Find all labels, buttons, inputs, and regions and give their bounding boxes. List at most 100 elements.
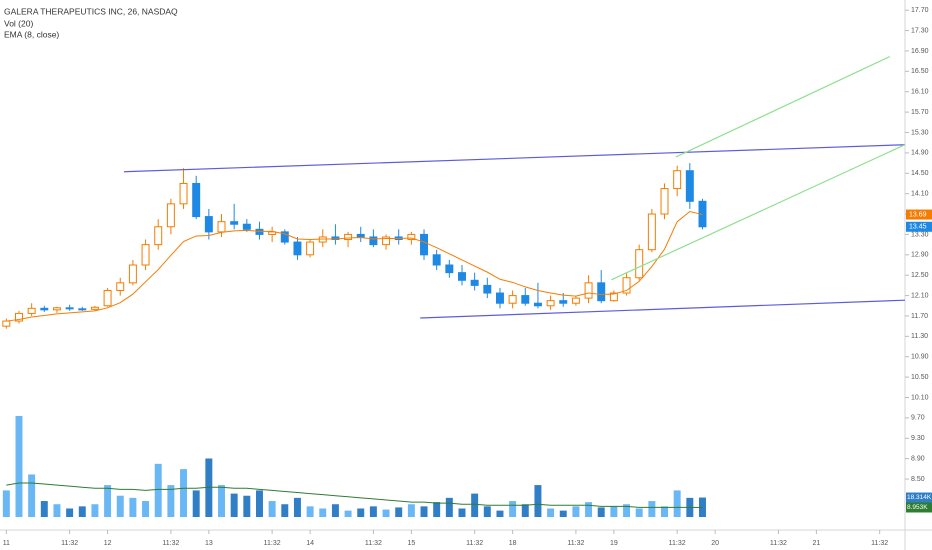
candle-body <box>15 312 23 322</box>
volume-bar <box>205 458 213 517</box>
plot-area <box>2 56 905 517</box>
candle-body <box>90 306 99 310</box>
volume-bar <box>40 501 48 517</box>
volume-bar <box>243 495 251 517</box>
volume-bar <box>268 501 276 517</box>
ema-line <box>6 210 703 322</box>
x-tick-label: 11:32 <box>365 540 382 547</box>
x-tick-label: 11 <box>3 540 10 547</box>
candle-body <box>40 307 49 311</box>
price-tag-label: 13.69 <box>909 211 927 218</box>
candle-body <box>27 307 36 314</box>
price-tag-label: 13.45 <box>909 224 927 231</box>
x-tick-label: 11:32 <box>567 540 584 547</box>
candle-body <box>306 241 315 256</box>
volume-tag-label: 18.314K <box>907 494 932 501</box>
candle-body <box>179 182 188 205</box>
volume-bar <box>433 502 441 517</box>
candle-body <box>622 277 631 294</box>
candle-body <box>344 233 353 241</box>
candle-body <box>141 244 150 266</box>
volume-bar <box>483 506 491 517</box>
candle-body <box>584 282 593 299</box>
volume-bar <box>230 493 238 517</box>
volume-bar <box>369 506 377 517</box>
volume-bar <box>357 508 365 517</box>
candle-body <box>445 264 454 274</box>
candle-body <box>432 254 441 266</box>
y-tick-label: 17.30 <box>911 27 929 34</box>
volume-bar <box>572 506 580 517</box>
legend-volume: Vol (20) <box>4 18 33 28</box>
candle-body <box>192 182 201 218</box>
volume-bar <box>53 504 61 517</box>
candle-body <box>521 295 530 304</box>
volume-bar <box>699 497 706 517</box>
volume-bar <box>458 508 466 517</box>
x-tick-label: 20 <box>711 540 719 547</box>
volume-bar <box>116 495 124 517</box>
volume-bar <box>471 493 479 517</box>
candle-body <box>609 292 618 302</box>
volume-bar <box>585 502 593 517</box>
trend-line <box>124 144 905 173</box>
candle-body <box>571 297 580 304</box>
x-tick-label: 11:32 <box>669 540 686 547</box>
candle-body <box>52 307 61 311</box>
volume-bar <box>395 507 403 517</box>
volume-bar <box>559 510 567 517</box>
candle-body <box>280 231 289 243</box>
y-tick-label: 11.30 <box>911 333 928 340</box>
candle-body <box>78 308 87 311</box>
candle-body <box>559 300 568 304</box>
candle-body <box>166 203 175 228</box>
x-tick-label: 18 <box>509 540 517 547</box>
candle-body <box>230 221 239 225</box>
volume-bar <box>496 510 504 517</box>
volume-bar <box>344 510 352 517</box>
candle-body <box>154 226 163 246</box>
candle-body <box>495 292 504 304</box>
candle-body <box>369 236 378 246</box>
legend-ema: EMA (8, close) <box>4 29 59 39</box>
volume-bar <box>129 497 137 517</box>
trend-line <box>675 56 891 158</box>
candle-body <box>533 302 542 307</box>
volume-bar <box>293 497 301 517</box>
candle-body <box>635 249 644 279</box>
volume-bar <box>623 504 631 517</box>
volume-bar <box>509 501 517 517</box>
volume-bar <box>78 506 86 517</box>
candle-body <box>470 279 479 286</box>
volume-bar <box>382 509 390 517</box>
y-tick-label: 16.90 <box>911 48 929 55</box>
volume-bar <box>331 504 339 517</box>
volume-bar <box>28 474 36 517</box>
y-tick-label: 14.10 <box>911 190 929 197</box>
volume-bar <box>255 490 263 517</box>
x-tick-label: 14 <box>306 540 314 547</box>
volume-bar <box>15 415 23 517</box>
x-tick-label: 11:32 <box>264 540 281 547</box>
volume-bar <box>407 504 415 517</box>
candle-body <box>356 233 365 238</box>
volume-bar <box>154 463 162 517</box>
volume-bar <box>91 504 99 517</box>
candle-body <box>483 284 492 294</box>
volume-bar <box>610 506 618 517</box>
candle-body <box>647 213 656 251</box>
price-tag <box>906 209 932 220</box>
x-tick-label: 15 <box>407 540 415 547</box>
volume-tag <box>906 492 932 503</box>
y-tick-label: 16.10 <box>911 89 929 96</box>
volume-bar <box>2 490 10 517</box>
volume-bar <box>306 506 314 517</box>
x-tick-label: 12 <box>104 540 112 547</box>
y-tick-label: 14.50 <box>911 170 929 177</box>
volume-bar <box>661 506 668 517</box>
y-tick-label: 9.30 <box>911 435 925 442</box>
candle-body <box>116 282 125 291</box>
volume-ma-line <box>6 482 703 508</box>
